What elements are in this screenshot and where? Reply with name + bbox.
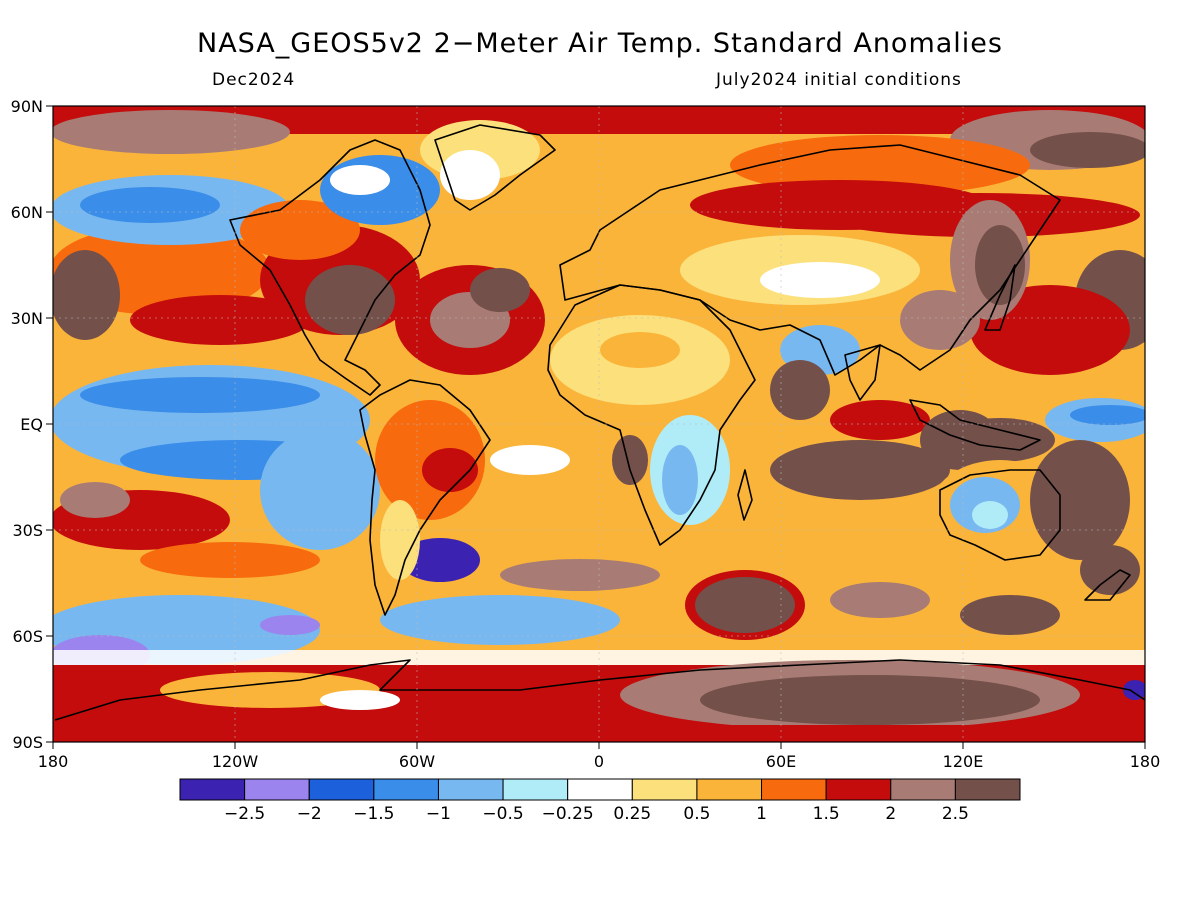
lat-label-90n: 90N (11, 97, 43, 116)
colorbar-label: 1 (756, 804, 767, 824)
lon-label-180-west: 180 (38, 752, 69, 771)
lat-axis (46, 105, 53, 743)
colorbar-label: 1.5 (813, 804, 840, 824)
colorbar-label: 2.5 (942, 804, 969, 824)
colorbar-swatch (244, 778, 310, 801)
colorbar-swatch (696, 778, 763, 801)
colorbar-swatch (761, 778, 827, 801)
colorbar-label: −1.5 (353, 804, 394, 824)
colorbar: −2.5 −2 −1.5 −1 −0.5 −0.25 0.25 0.5 1 1.5 2 2.5 (179, 778, 1021, 824)
colorbar-label: 2 (885, 804, 896, 824)
lon-label-60w: 60W (399, 752, 435, 771)
colorbar-swatch (567, 778, 633, 801)
lat-label-30n: 30N (11, 309, 43, 328)
initial-conditions-label: July2024 initial conditions (716, 70, 962, 90)
colorbar-swatch (890, 778, 956, 801)
lon-label-60e: 60E (766, 752, 796, 771)
lon-label-120e: 120E (943, 752, 984, 771)
coastlines (54, 124, 1146, 721)
lat-label-90s: 90S (12, 733, 43, 752)
map-title: NASA_GEOS5v2 2−Meter Air Temp. Standard … (197, 28, 1003, 59)
colorbar-label: 0.5 (683, 804, 710, 824)
colorbar-label: −1 (426, 804, 451, 824)
colorbar-label: −2 (297, 804, 322, 824)
colorbar-label: −0.25 (542, 804, 594, 824)
lat-label-60s: 60S (12, 627, 43, 646)
valid-month-label: Dec2024 (212, 70, 296, 90)
lon-label-180-east: 180 (1130, 752, 1161, 771)
lat-label-30s: 30S (12, 521, 43, 540)
colorbar-swatch (179, 778, 246, 801)
colorbar-swatch (954, 778, 1021, 801)
map-field (53, 106, 1145, 742)
lon-axis (52, 742, 1146, 749)
graticule (53, 106, 1145, 742)
lat-label-60n: 60N (11, 203, 43, 222)
lon-label-120w: 120W (212, 752, 259, 771)
colorbar-swatch (437, 778, 504, 801)
colorbar-swatch (308, 778, 375, 801)
colorbar-label: 0.25 (613, 804, 651, 824)
colorbar-swatch (825, 778, 892, 801)
lat-label-eq: EQ (20, 415, 43, 434)
colorbar-swatch (373, 778, 439, 801)
colorbar-swatch (631, 778, 698, 801)
colorbar-label: −0.5 (482, 804, 523, 824)
colorbar-swatch (502, 778, 569, 801)
colorbar-label: −2.5 (224, 804, 265, 824)
lon-label-0: 0 (594, 752, 604, 771)
